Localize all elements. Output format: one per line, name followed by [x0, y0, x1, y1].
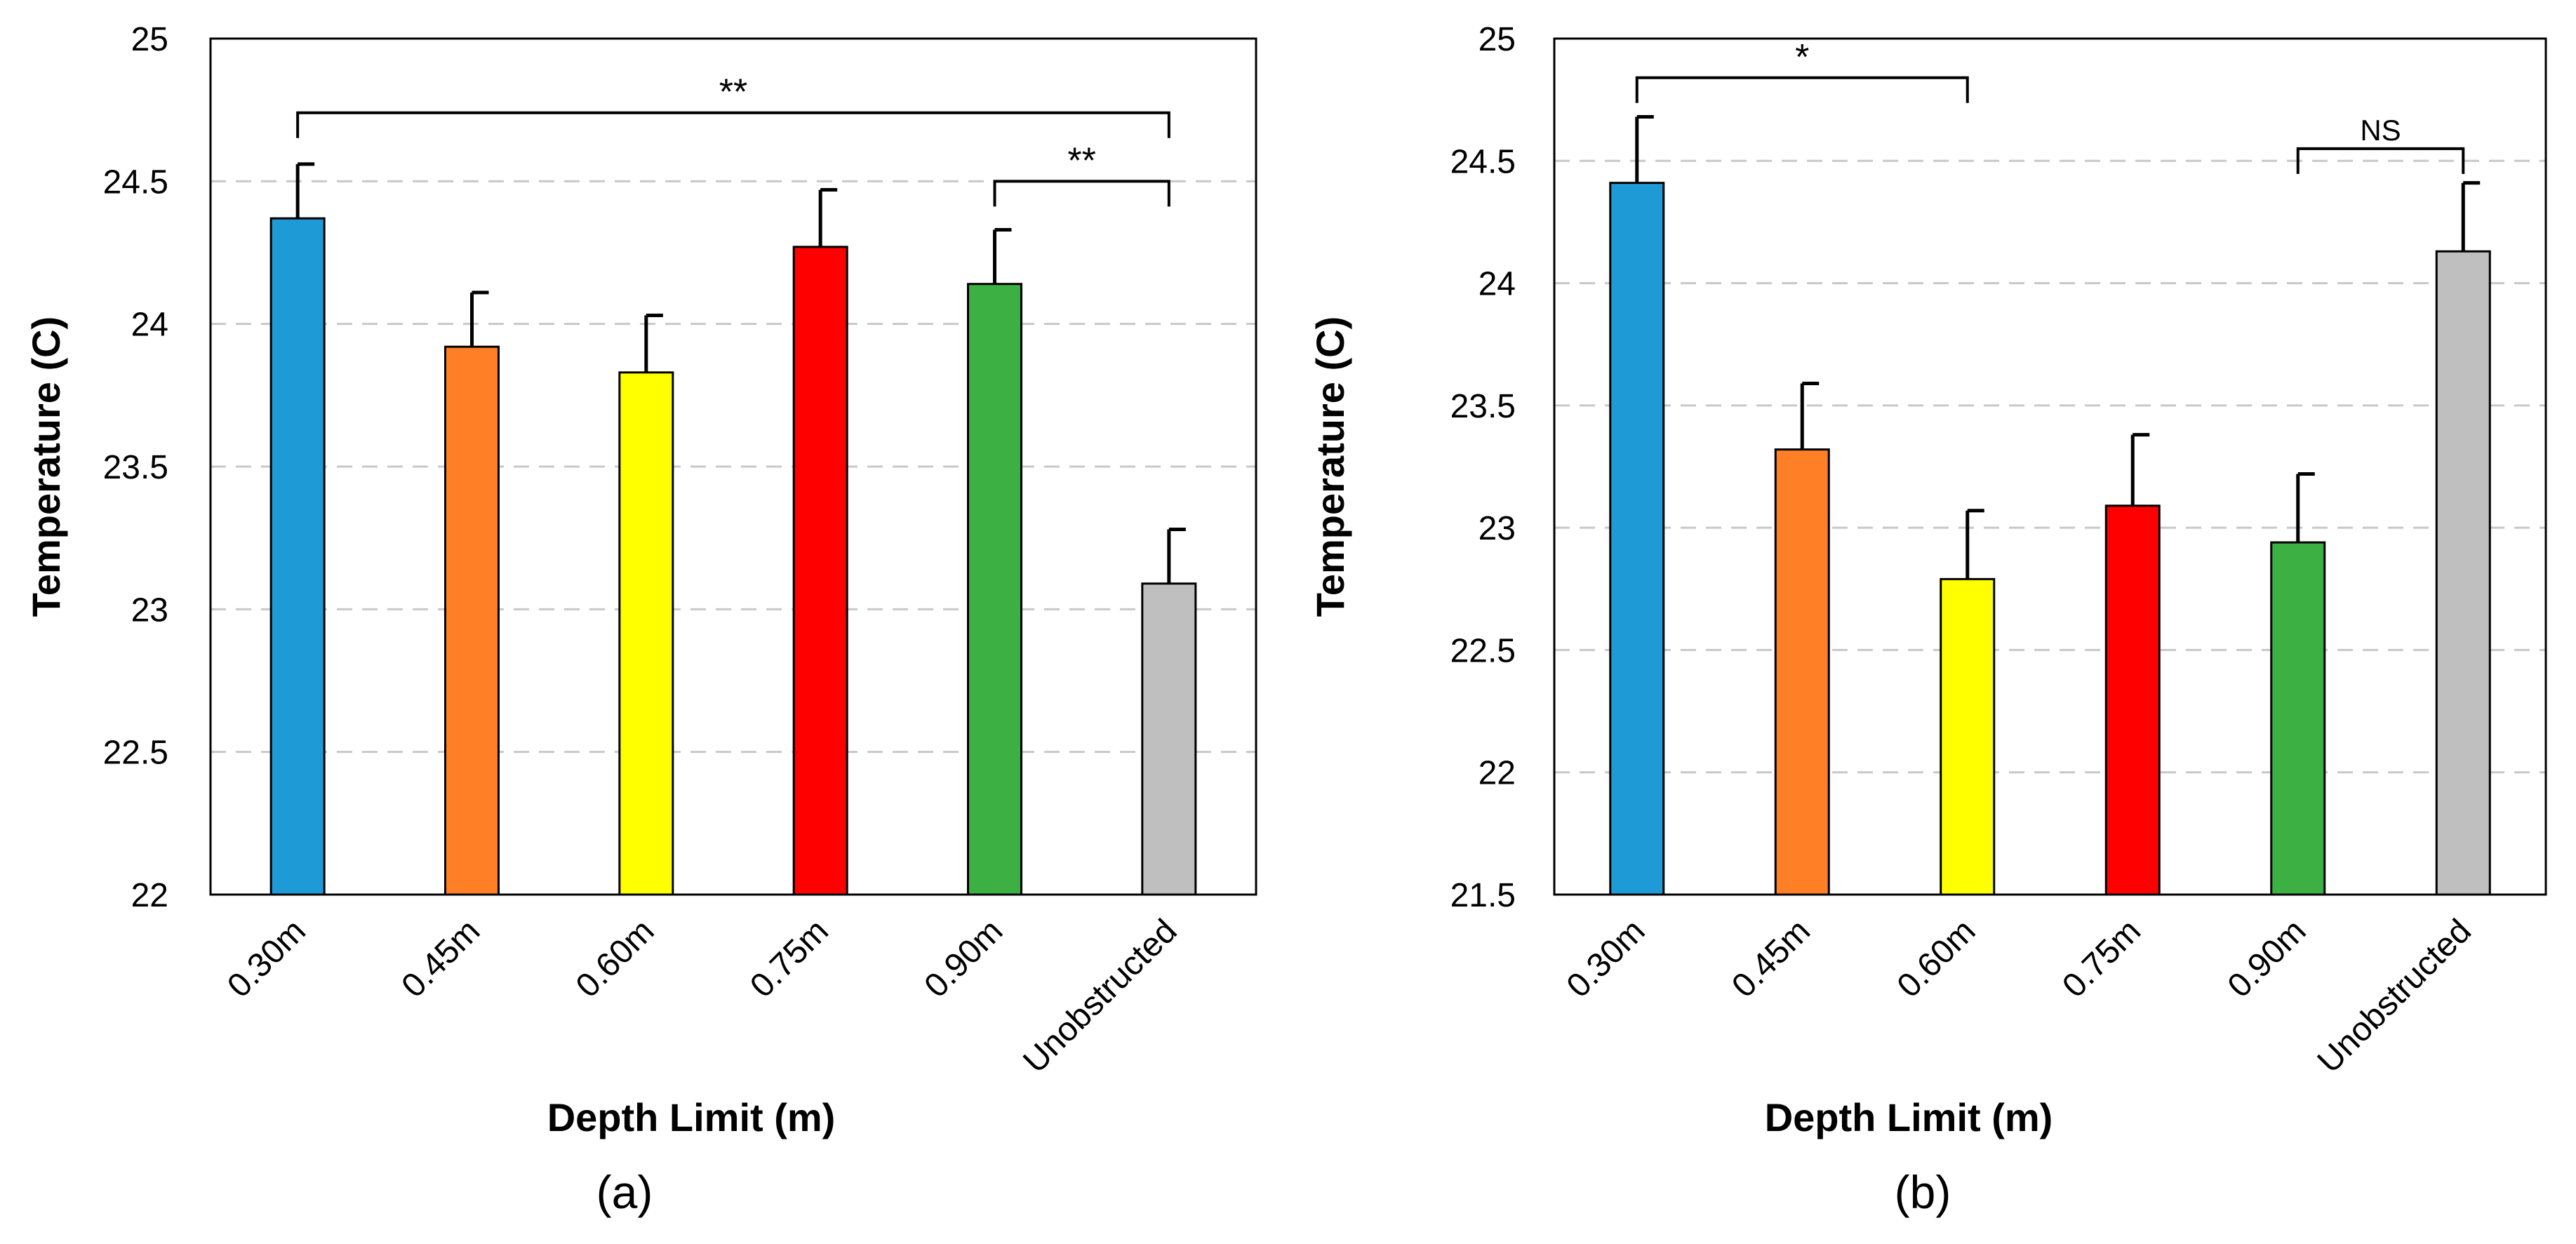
- chart-panel-b: 21.5 22 22.5 23 23.5 24 24.5 25 0.30m 0.45m 0.60m 0…: [1308, 21, 2547, 1218]
- significance-bracket: [296, 111, 1170, 138]
- x-tick-label: 0.75m: [2055, 912, 2148, 1005]
- y-tick-label: 24.5: [103, 163, 168, 201]
- x-axis-title: Depth Limit (m): [547, 1095, 836, 1139]
- bar: [1141, 582, 1197, 896]
- x-tick-label: 0.60m: [569, 912, 662, 1005]
- significance-bracket: [1635, 76, 1969, 103]
- bar: [2270, 541, 2326, 896]
- significance-label: **: [719, 72, 747, 113]
- x-tick-label: Unobstructed: [2311, 912, 2478, 1080]
- x-tick-label: Unobstructed: [1016, 912, 1184, 1080]
- y-axis-title: Temperature (C): [24, 316, 68, 617]
- bar: [444, 345, 500, 896]
- bar: [792, 246, 848, 896]
- bar: [2435, 250, 2491, 896]
- x-tick-label: 0.75m: [743, 912, 836, 1005]
- x-tick-label: 0.30m: [1560, 912, 1653, 1005]
- y-tick-label: 23.5: [103, 449, 168, 486]
- significance-label: *: [1795, 37, 1809, 78]
- bar: [269, 217, 326, 896]
- y-tick-label: 24.5: [1450, 143, 1516, 180]
- significance-bracket: [2296, 147, 2465, 174]
- bar: [1940, 577, 1996, 896]
- bar: [1609, 182, 1665, 896]
- significance-label: **: [1067, 140, 1095, 181]
- x-tick-label: 0.45m: [1725, 912, 1817, 1005]
- y-tick-label: 23.5: [1450, 388, 1516, 425]
- panel-label: (b): [1895, 1166, 1951, 1218]
- x-tick-label: 0.30m: [220, 912, 313, 1005]
- bar: [1774, 448, 1830, 896]
- panel-label: (a): [596, 1166, 653, 1218]
- y-axis-title: Temperature (C): [1308, 316, 1352, 617]
- y-tick-label: 23: [131, 591, 168, 629]
- x-tick-label: 0.60m: [1890, 912, 1983, 1005]
- y-tick-label: 25: [1479, 21, 1516, 58]
- bar: [967, 283, 1022, 896]
- y-tick-label: 22: [131, 877, 168, 914]
- plot-frame: [209, 37, 1257, 896]
- significance-label: NS: [2360, 114, 2401, 147]
- bar: [2104, 504, 2161, 896]
- bar: [618, 371, 674, 896]
- x-tick-label: 0.90m: [2221, 912, 2314, 1005]
- significance-bracket: [993, 180, 1170, 207]
- y-tick-label: 21.5: [1450, 877, 1516, 914]
- chart-panel-a: 22 22.5 23 23.5 24 24.5 25 0.30m 0.45m 0.60m 0.75m…: [24, 21, 1257, 1218]
- y-tick-label: 22: [1479, 755, 1516, 792]
- x-tick-label: 0.90m: [917, 912, 1010, 1005]
- y-tick-label: 22.5: [103, 735, 168, 772]
- y-tick-label: 24: [1479, 266, 1516, 303]
- y-tick-label: 25: [131, 21, 168, 58]
- y-tick-label: 24: [131, 307, 168, 344]
- y-tick-label: 22.5: [1450, 632, 1516, 669]
- x-tick-label: 0.45m: [394, 912, 487, 1005]
- plot-frame: [1553, 37, 2547, 896]
- x-axis-title: Depth Limit (m): [1765, 1095, 2053, 1139]
- y-tick-label: 23: [1479, 510, 1516, 547]
